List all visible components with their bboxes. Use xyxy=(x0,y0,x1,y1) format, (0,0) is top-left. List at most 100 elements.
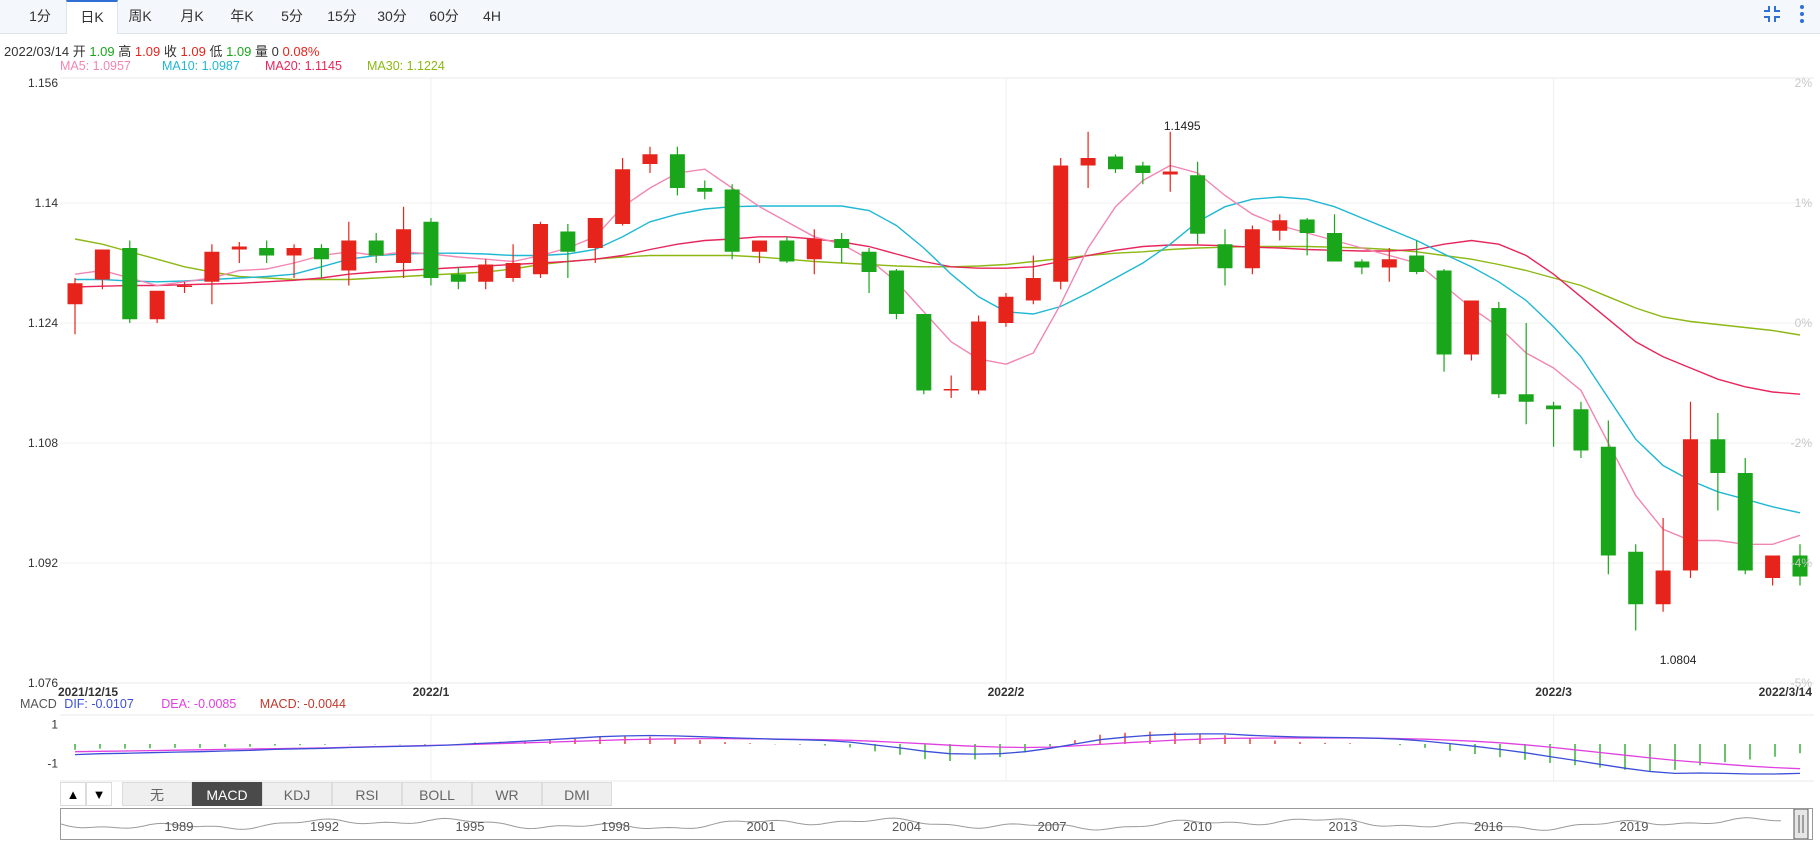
candle-body[interactable] xyxy=(94,249,110,280)
candle-body[interactable] xyxy=(1628,551,1644,605)
candle-body[interactable] xyxy=(396,229,412,263)
candle-body[interactable] xyxy=(286,248,302,256)
indicator-tab[interactable]: RSI xyxy=(332,782,402,806)
candle-body[interactable] xyxy=(532,224,548,275)
candle-body[interactable] xyxy=(642,154,658,164)
candle-body[interactable] xyxy=(1272,220,1288,231)
period-tab[interactable]: 5分 xyxy=(281,8,303,24)
navigator-year-label: 2019 xyxy=(1620,819,1649,834)
candle-body[interactable] xyxy=(1491,308,1507,395)
candle-body[interactable] xyxy=(861,251,877,272)
candle-body[interactable] xyxy=(587,218,603,248)
period-tab[interactable]: 4H xyxy=(483,8,501,24)
time-navigator[interactable]: 1989 1992 1995 1998 2001 2004 2007 2010 2013 2016… xyxy=(60,808,1813,840)
period-tab[interactable]: 1分 xyxy=(29,8,51,24)
percent-tick-label: 0% xyxy=(1795,316,1813,330)
candle-body[interactable] xyxy=(1600,446,1616,556)
candle-body[interactable] xyxy=(1354,261,1370,268)
candle-body[interactable] xyxy=(1162,171,1178,175)
scroll-down-button[interactable]: ▼ xyxy=(86,782,112,806)
candlestick-chart[interactable]: 1.156 1.14 1.124 1.108 1.092 1.076 2% 1% 0% -2% -4… xyxy=(0,0,1820,700)
ma20-legend: MA20: 1.1145 xyxy=(265,59,342,73)
macd-chart[interactable]: 1 -1 xyxy=(0,703,1820,783)
period-tab[interactable]: 60分 xyxy=(429,8,459,24)
candle-body[interactable] xyxy=(1655,570,1671,605)
candle-body[interactable] xyxy=(1190,175,1206,234)
indicator-tab[interactable]: BOLL xyxy=(402,782,472,806)
candle-body[interactable] xyxy=(779,240,795,262)
candle-body[interactable] xyxy=(204,251,220,282)
candle-body[interactable] xyxy=(971,321,987,391)
candle-body[interactable] xyxy=(231,246,247,250)
candle-body[interactable] xyxy=(478,264,494,282)
candle-body[interactable] xyxy=(122,248,138,320)
candle-body[interactable] xyxy=(1518,394,1534,402)
candle-body[interactable] xyxy=(1217,244,1233,269)
candle-body[interactable] xyxy=(697,188,713,192)
candle-body[interactable] xyxy=(313,248,329,260)
navigator-history-line xyxy=(61,817,1781,831)
candle-body[interactable] xyxy=(1436,270,1452,355)
candle-body[interactable] xyxy=(669,154,685,188)
candle-body[interactable] xyxy=(1080,158,1096,166)
navigator-year-label: 2004 xyxy=(892,819,921,834)
period-tab[interactable]: 日K xyxy=(66,0,118,34)
candle-body[interactable] xyxy=(1409,255,1425,273)
candle-body[interactable] xyxy=(149,290,165,320)
candle-body[interactable] xyxy=(1025,278,1041,301)
candle-body[interactable] xyxy=(1737,473,1753,571)
macd-legend: MACD DIF: -0.0107 DEA: -0.0085 MACD: -0.… xyxy=(20,697,346,711)
collapse-icon[interactable] xyxy=(1760,4,1784,28)
indicator-tab[interactable]: KDJ xyxy=(262,782,332,806)
dif-legend: DIF: -0.0107 xyxy=(64,697,134,711)
candle-body[interactable] xyxy=(1710,439,1726,473)
candle-body[interactable] xyxy=(834,239,850,248)
candle-body[interactable] xyxy=(560,231,576,252)
indicator-tab[interactable]: DMI xyxy=(542,782,612,806)
indicator-tab[interactable]: WR xyxy=(472,782,542,806)
candle-body[interactable] xyxy=(916,314,932,391)
candle-body[interactable] xyxy=(505,263,521,278)
candle-body[interactable] xyxy=(1765,555,1781,579)
candle-body[interactable] xyxy=(1682,439,1698,571)
candle-body[interactable] xyxy=(1463,300,1479,355)
candle-body[interactable] xyxy=(1053,165,1069,282)
navigator-year-label: 2001 xyxy=(747,819,776,834)
candle-body[interactable] xyxy=(450,274,466,282)
candle-body[interactable] xyxy=(1573,409,1589,451)
y-tick-label: 1.092 xyxy=(28,556,58,570)
candle-body[interactable] xyxy=(1244,229,1260,269)
period-tab[interactable]: 月K xyxy=(180,8,204,24)
candle-body[interactable] xyxy=(341,240,357,271)
candle-body[interactable] xyxy=(1327,233,1343,262)
scroll-up-button[interactable]: ▲ xyxy=(60,782,86,806)
candle-body[interactable] xyxy=(943,389,959,391)
candle-body[interactable] xyxy=(806,239,822,260)
period-tab[interactable]: 年K xyxy=(230,8,254,24)
candle-body[interactable] xyxy=(1792,555,1808,577)
period-tab[interactable]: 30分 xyxy=(377,8,407,24)
candle-body[interactable] xyxy=(177,285,193,288)
more-vertical-icon[interactable] xyxy=(1790,4,1814,28)
candle-body[interactable] xyxy=(724,189,740,252)
candle-body[interactable] xyxy=(615,169,631,224)
low-value: 1.09 xyxy=(226,44,252,59)
period-tab[interactable]: 周K xyxy=(128,8,152,24)
candle-body[interactable] xyxy=(368,240,384,256)
candle-body[interactable] xyxy=(888,270,904,315)
navigator-handle[interactable] xyxy=(1793,809,1809,839)
candle-body[interactable] xyxy=(998,296,1014,323)
candle-body[interactable] xyxy=(67,283,83,305)
candle-body[interactable] xyxy=(1107,156,1123,170)
indicator-tab[interactable]: 无 xyxy=(122,782,192,806)
candle-body[interactable] xyxy=(1546,405,1562,410)
candle-body[interactable] xyxy=(1381,259,1397,268)
ma5-line xyxy=(74,164,1801,545)
period-tab[interactable]: 15分 xyxy=(327,8,357,24)
candle-body[interactable] xyxy=(423,221,439,278)
indicator-tab[interactable]: MACD xyxy=(192,782,262,806)
candle-body[interactable] xyxy=(259,248,275,256)
candle-body[interactable] xyxy=(1135,165,1151,174)
candle-body[interactable] xyxy=(1299,219,1315,234)
candle-body[interactable] xyxy=(752,240,768,252)
